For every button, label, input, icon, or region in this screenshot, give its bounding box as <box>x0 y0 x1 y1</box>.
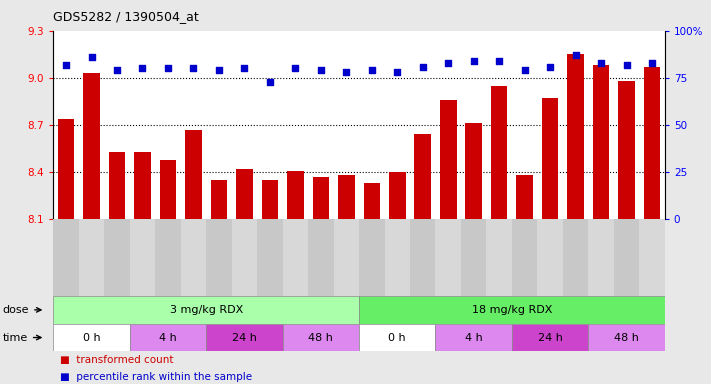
Text: 18 mg/kg RDX: 18 mg/kg RDX <box>471 305 552 315</box>
Point <box>570 52 582 58</box>
Bar <box>589 219 614 296</box>
Point <box>162 65 173 71</box>
Bar <box>359 296 665 324</box>
Bar <box>160 160 176 219</box>
Bar <box>129 219 155 296</box>
Bar <box>415 134 431 219</box>
Bar <box>538 219 563 296</box>
Text: 48 h: 48 h <box>309 333 333 343</box>
Bar <box>236 169 252 219</box>
Bar <box>563 219 589 296</box>
Point <box>595 60 606 66</box>
Text: 0 h: 0 h <box>388 333 406 343</box>
Bar <box>134 152 151 219</box>
Bar <box>516 175 533 219</box>
Bar <box>461 219 486 296</box>
Bar <box>109 152 125 219</box>
Bar <box>58 119 75 219</box>
Bar <box>206 219 232 296</box>
Point <box>315 67 326 73</box>
Point <box>60 61 72 68</box>
Bar <box>210 180 228 219</box>
Bar <box>589 324 665 351</box>
Bar <box>643 67 661 219</box>
Bar <box>105 219 129 296</box>
Point <box>239 65 250 71</box>
Bar <box>512 324 589 351</box>
Point <box>519 67 530 73</box>
Bar <box>542 98 558 219</box>
Point <box>417 63 429 70</box>
Text: 24 h: 24 h <box>232 333 257 343</box>
Text: 24 h: 24 h <box>538 333 562 343</box>
Bar <box>593 65 609 219</box>
Bar <box>283 219 308 296</box>
Text: GDS5282 / 1390504_at: GDS5282 / 1390504_at <box>53 10 199 23</box>
Text: 48 h: 48 h <box>614 333 639 343</box>
Point <box>264 79 276 85</box>
Point <box>341 69 352 75</box>
Point <box>213 67 225 73</box>
Bar <box>435 324 512 351</box>
Bar <box>435 219 461 296</box>
Bar <box>619 81 635 219</box>
Bar <box>83 73 100 219</box>
Point <box>137 65 148 71</box>
Text: dose: dose <box>3 305 41 315</box>
Point <box>289 65 301 71</box>
Text: time: time <box>3 333 41 343</box>
Point <box>493 58 505 64</box>
Bar <box>389 172 405 219</box>
Bar <box>232 219 257 296</box>
Point <box>442 60 454 66</box>
Point <box>621 61 632 68</box>
Point <box>188 65 199 71</box>
Point <box>366 67 378 73</box>
Text: 0 h: 0 h <box>82 333 100 343</box>
Bar <box>385 219 410 296</box>
Bar <box>338 175 355 219</box>
Bar <box>308 219 333 296</box>
Bar <box>287 170 304 219</box>
Bar <box>363 183 380 219</box>
Point <box>392 69 403 75</box>
Bar <box>567 54 584 219</box>
Point <box>646 60 658 66</box>
Bar <box>206 324 283 351</box>
Bar <box>79 219 105 296</box>
Bar <box>512 219 538 296</box>
Bar <box>466 123 482 219</box>
Bar <box>53 296 359 324</box>
Text: 4 h: 4 h <box>465 333 483 343</box>
Bar <box>53 324 129 351</box>
Bar <box>410 219 435 296</box>
Bar <box>491 86 508 219</box>
Bar <box>359 219 385 296</box>
Text: ■  transformed count: ■ transformed count <box>60 355 174 365</box>
Bar <box>185 130 202 219</box>
Text: ■  percentile rank within the sample: ■ percentile rank within the sample <box>60 372 252 382</box>
Bar <box>283 324 359 351</box>
Bar <box>53 219 79 296</box>
Bar <box>639 219 665 296</box>
Bar <box>313 177 329 219</box>
Bar <box>333 219 359 296</box>
Point <box>112 67 123 73</box>
Text: 4 h: 4 h <box>159 333 177 343</box>
Point <box>468 58 479 64</box>
Bar <box>440 100 456 219</box>
Bar <box>257 219 283 296</box>
Bar <box>614 219 639 296</box>
Bar <box>155 219 181 296</box>
Bar <box>359 324 435 351</box>
Text: 3 mg/kg RDX: 3 mg/kg RDX <box>169 305 243 315</box>
Point <box>545 63 556 70</box>
Bar <box>262 180 278 219</box>
Bar <box>129 324 206 351</box>
Bar <box>486 219 512 296</box>
Point <box>86 54 97 60</box>
Bar <box>181 219 206 296</box>
